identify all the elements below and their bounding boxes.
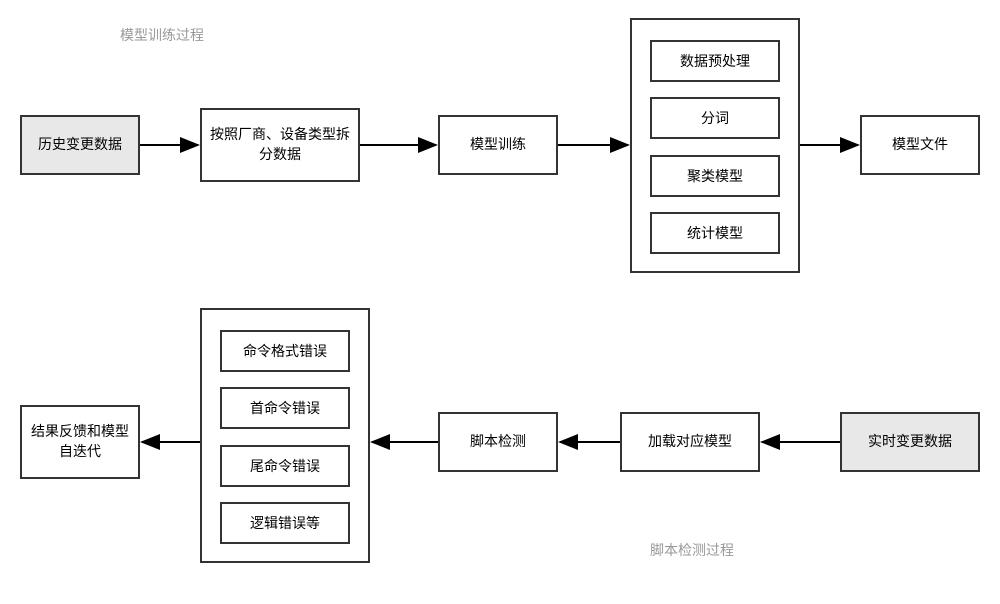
node-stat-model: 统计模型 [650,212,780,254]
section-title-training: 模型训练过程 [120,25,204,45]
node-preprocess: 数据预处理 [650,40,780,82]
node-feedback: 结果反馈和模型自迭代 [20,405,140,479]
node-first-cmd-error: 首命令错误 [220,387,350,429]
node-realtime-data: 实时变更数据 [840,412,980,472]
section-title-detection: 脚本检测过程 [650,540,734,560]
node-split-data: 按照厂商、设备类型拆分数据 [200,108,360,182]
node-logic-error: 逻辑错误等 [220,502,350,544]
node-script-detect: 脚本检测 [438,412,558,472]
node-last-cmd-error: 尾命令错误 [220,445,350,487]
node-cluster-model: 聚类模型 [650,155,780,197]
node-history-data: 历史变更数据 [20,115,140,175]
node-load-model: 加载对应模型 [620,412,760,472]
node-model-file: 模型文件 [860,115,980,175]
node-model-training: 模型训练 [438,115,558,175]
flow-arrows [0,0,1000,604]
node-tokenize: 分词 [650,97,780,139]
node-format-error: 命令格式错误 [220,330,350,372]
